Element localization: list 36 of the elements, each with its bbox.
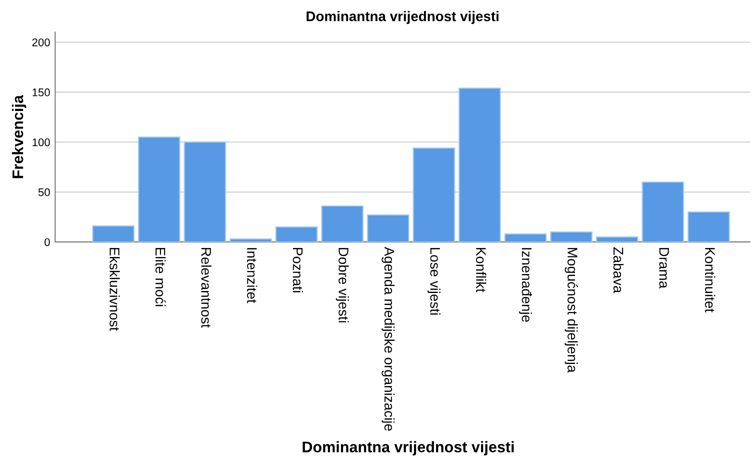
y-tick-label: 100 — [32, 138, 50, 146]
x-tick-label: Zabava — [613, 247, 624, 294]
bar — [184, 142, 226, 242]
bar — [458, 88, 501, 242]
bar — [550, 231, 592, 242]
bar — [92, 225, 135, 242]
y-tick-label: 150 — [32, 88, 50, 96]
bar — [321, 205, 364, 242]
bar — [642, 181, 684, 242]
bar — [596, 236, 638, 242]
x-tick-label: Konflikt — [476, 248, 486, 292]
x-tick-label: Agenda medijske organizacije — [382, 246, 395, 431]
x-axis-title: Dominantna vrijednost vijesti — [302, 441, 514, 456]
chart-title: Dominantna vrijednost vijesti — [306, 11, 498, 24]
y-tick-label: 50 — [38, 188, 50, 196]
bar — [504, 233, 547, 242]
bar — [275, 226, 318, 242]
y-tick-label: 0 — [44, 238, 50, 246]
y-axis-title: Frekvencija — [12, 94, 26, 178]
x-tick-label: Relevantnost — [201, 248, 212, 328]
x-tick-label: Drama — [659, 248, 669, 288]
x-tick-label: Elite moći — [155, 248, 166, 306]
bar — [366, 214, 410, 242]
bar — [688, 211, 730, 242]
bar — [138, 136, 180, 242]
x-tick-label: Poznati — [292, 248, 304, 292]
x-tick-label: Iznenađenje — [519, 248, 532, 322]
x-tick-label: Mogućnost dijeljenja — [564, 248, 578, 373]
bar — [230, 238, 272, 242]
x-tick-label: Lose vijesti — [427, 248, 440, 315]
x-tick-label: Intenzitet — [247, 248, 258, 304]
x-tick-label: Kontinuitet — [705, 248, 716, 312]
x-tick-label: Ekskluzivnost — [110, 248, 120, 331]
x-tick-label: Dobre vijesti — [336, 248, 349, 322]
bar — [412, 148, 456, 242]
y-tick-label: 200 — [32, 38, 50, 46]
